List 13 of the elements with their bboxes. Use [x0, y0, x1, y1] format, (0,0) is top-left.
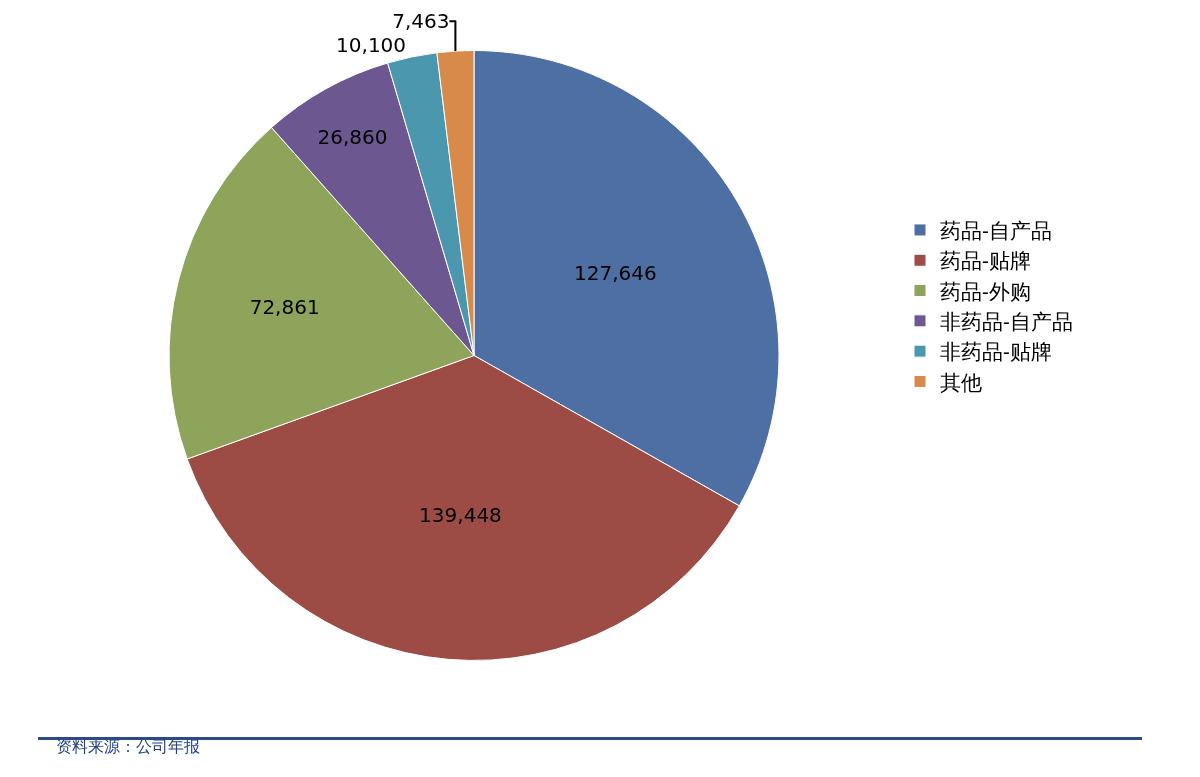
- data-label: 26,860: [317, 124, 388, 149]
- data-label: 10,100: [336, 33, 407, 58]
- legend-label: 非药品-贴牌: [940, 337, 1052, 366]
- data-label: 139,448: [419, 502, 502, 527]
- legend-label: 非药品-自产品: [940, 307, 1073, 336]
- data-label: 127,646: [574, 261, 657, 286]
- legend-label: 药品-自产品: [940, 216, 1052, 245]
- legend-label: 其他: [940, 367, 982, 396]
- data-label: 72,861: [249, 295, 320, 320]
- text: 资料来源：公司年报: [56, 737, 200, 756]
- legend-label: 药品-贴牌: [940, 246, 1031, 275]
- data-label: 7,463: [392, 9, 450, 34]
- legend-label: 药品-外购: [940, 276, 1031, 305]
